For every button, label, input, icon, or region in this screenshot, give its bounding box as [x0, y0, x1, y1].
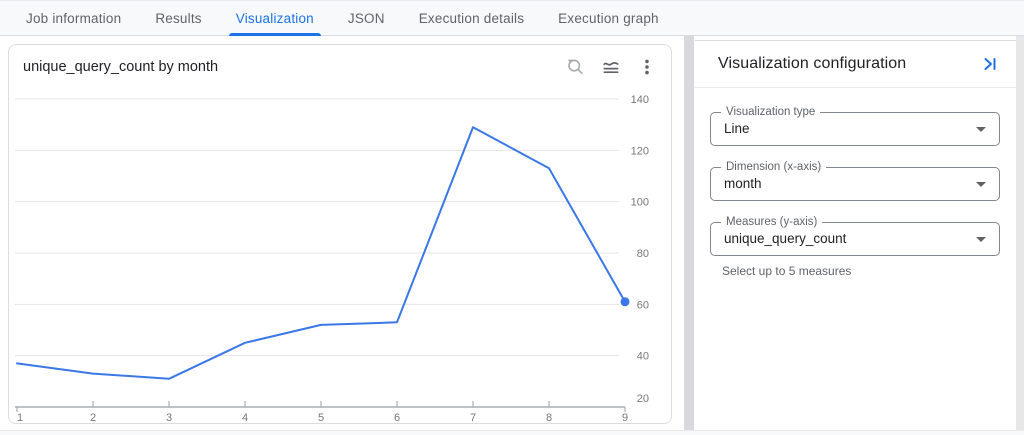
svg-text:8: 8 [546, 412, 552, 423]
svg-text:40: 40 [637, 351, 649, 363]
svg-text:100: 100 [631, 197, 649, 209]
dropdown-caret-icon [976, 237, 986, 242]
svg-text:2: 2 [90, 412, 96, 423]
measures-y-axis-label: Measures (y-axis) [721, 216, 823, 229]
tab-execution-graph[interactable]: Execution graph [558, 10, 659, 26]
dimension-x-axis-label: Dimension (x-axis) [721, 161, 827, 174]
zoom-reset-icon [567, 59, 583, 75]
dropdown-caret-icon [976, 127, 986, 132]
svg-text:7: 7 [470, 412, 476, 423]
tab-json[interactable]: JSON [347, 10, 385, 26]
config-panel-header: Visualization configuration [695, 41, 1016, 88]
svg-text:4: 4 [242, 412, 248, 423]
chart-title: unique_query_count by month [23, 59, 219, 75]
panel-splitter[interactable] [684, 36, 694, 431]
svg-text:3: 3 [166, 412, 172, 423]
bottom-strip [0, 430, 1024, 435]
more-vert-icon [645, 59, 649, 75]
tab-results[interactable]: Results [155, 10, 202, 26]
svg-text:9: 9 [622, 412, 628, 423]
right-gutter [1016, 36, 1024, 435]
chart-card-header: unique_query_count by month [9, 45, 671, 89]
svg-text:20: 20 [637, 393, 649, 405]
line-chart[interactable]: 20 40 60 80 100 120 140 1 2 3 4 5 6 7 8 9 [9, 45, 671, 423]
chart-card: 20 40 60 80 100 120 140 1 2 3 4 5 6 7 8 9 unique_query_… [8, 44, 672, 424]
measures-y-axis-value: unique_query_count [724, 231, 847, 246]
visualization-type-select[interactable]: Visualization type Line [710, 106, 1000, 146]
collapse-right-icon [984, 58, 996, 70]
measures-hint: Select up to 5 measures [722, 264, 852, 278]
tab-execution-details[interactable]: Execution details [418, 10, 525, 26]
tab-bar: Job information Results Visualization JS… [0, 0, 1024, 36]
chart-toolbar [561, 53, 661, 81]
svg-text:60: 60 [637, 299, 649, 311]
config-panel-title: Visualization configuration [718, 55, 907, 72]
more-options-button[interactable] [633, 53, 661, 81]
svg-text:1: 1 [17, 412, 23, 423]
dimension-x-axis-value: month [724, 176, 762, 191]
dropdown-caret-icon [976, 182, 986, 187]
measures-y-axis-select[interactable]: Measures (y-axis) unique_query_count [710, 216, 1000, 256]
svg-text:120: 120 [631, 145, 649, 157]
tab-visualization[interactable]: Visualization [219, 1, 331, 36]
svg-text:5: 5 [318, 412, 324, 423]
visualization-type-value: Line [724, 121, 750, 136]
series-toggle-button[interactable] [597, 53, 625, 81]
dimension-x-axis-select[interactable]: Dimension (x-axis) month [710, 161, 1000, 201]
series-toggle-icon [603, 62, 619, 74]
line-chart-canvas[interactable]: 20 40 60 80 100 120 140 1 2 3 4 5 6 7 8 9 [9, 45, 671, 423]
collapse-panel-button[interactable] [976, 50, 1004, 78]
visualization-config-panel: Visualization configuration Visualizatio… [695, 40, 1016, 431]
svg-text:80: 80 [637, 248, 649, 260]
svg-text:140: 140 [631, 94, 649, 106]
tab-job-information[interactable]: Job information [26, 10, 122, 26]
content-area: 20 40 60 80 100 120 140 1 2 3 4 5 6 7 8 9 unique_query_… [0, 36, 1024, 435]
zoom-reset-button[interactable] [561, 53, 589, 81]
visualization-type-label: Visualization type [721, 106, 821, 119]
svg-text:6: 6 [394, 412, 400, 423]
